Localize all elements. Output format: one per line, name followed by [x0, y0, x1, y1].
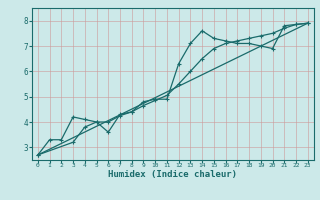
- X-axis label: Humidex (Indice chaleur): Humidex (Indice chaleur): [108, 170, 237, 179]
